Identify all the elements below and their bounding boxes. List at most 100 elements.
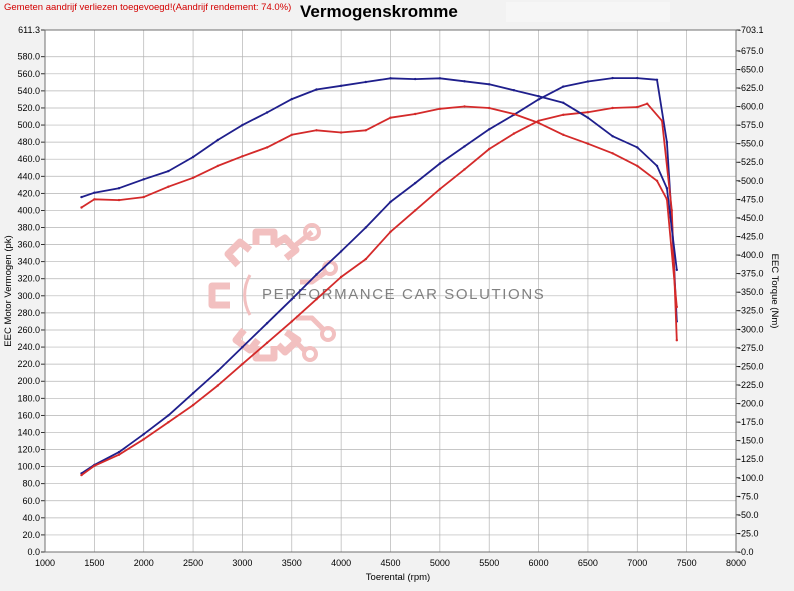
y-tick-label-right: -703.1 <box>738 25 764 35</box>
x-ticks: 1000 1500 2000 2500 3000 3500 4000 4500 5000 5500… <box>35 558 746 568</box>
y-tick-label-left: 240.0 <box>17 342 40 352</box>
y-tick-label-right: -575.0 <box>738 120 764 130</box>
data-point <box>364 129 367 132</box>
data-point <box>364 226 367 229</box>
y-tick-label-right: -675.0 <box>738 46 764 56</box>
data-point <box>265 146 269 149</box>
data-point <box>537 121 540 125</box>
data-point <box>488 147 491 151</box>
data-point <box>463 145 466 148</box>
data-point <box>167 421 170 424</box>
data-point <box>191 403 195 407</box>
y-tick-label-left: 440.0 <box>17 171 40 181</box>
data-point <box>216 164 219 168</box>
data-point <box>438 77 442 80</box>
y-tick-label-left: 580.0 <box>17 52 40 62</box>
data-point <box>611 106 614 110</box>
data-point <box>537 95 540 98</box>
data-point <box>93 464 96 467</box>
y-tick-label-right: -250.0 <box>738 361 764 371</box>
dyno-note: Gemeten aandrijf verliezen toegevoegd!(A… <box>4 2 292 13</box>
y-tick-label-left: 320.0 <box>17 274 40 284</box>
y-tick-label-right: -50.0 <box>738 510 759 520</box>
x-tick-label: 5000 <box>430 558 450 568</box>
data-point <box>665 198 669 201</box>
data-point <box>167 169 170 173</box>
data-point <box>265 111 269 114</box>
data-point <box>389 77 392 80</box>
data-point <box>537 119 540 123</box>
data-point <box>463 168 466 171</box>
data-point <box>315 88 318 91</box>
data-point <box>414 77 417 81</box>
data-point <box>438 187 442 191</box>
data-point <box>414 112 417 116</box>
data-point <box>636 105 639 109</box>
x-tick-label: 5500 <box>479 558 499 568</box>
x-tick-label: 7000 <box>627 558 647 568</box>
y-tick-label-left: 200.0 <box>17 376 40 386</box>
data-point <box>117 453 121 456</box>
data-point <box>562 113 565 117</box>
data-point <box>290 133 293 136</box>
y-tick-label-right: -350.0 <box>738 287 764 297</box>
data-point <box>675 305 678 309</box>
y-tick-label-left: 140.0 <box>17 427 40 437</box>
x-tick-label: 4500 <box>380 558 400 568</box>
y-tick-label-left: 80.0 <box>22 479 40 489</box>
y-tick-label-left: 420.0 <box>17 188 40 198</box>
y-tick-label-right: -125.0 <box>738 454 764 464</box>
y-tick-label-right: -225.0 <box>738 380 764 390</box>
data-point <box>611 152 614 155</box>
data-point <box>675 339 678 342</box>
y-tick-label-right: -475.0 <box>738 194 764 204</box>
y-tick-label-left: 520.0 <box>17 103 40 113</box>
data-point <box>537 98 540 101</box>
data-point <box>389 200 392 204</box>
data-point <box>611 135 614 138</box>
data-point <box>665 140 669 144</box>
y-ticks-left: 0.0 20.0 40.0 60.0 80.0 100.0 120.0 140.0 160.0 1… <box>17 25 45 557</box>
data-point <box>655 179 659 182</box>
data-point <box>290 298 293 301</box>
data-point <box>117 187 121 190</box>
y-tick-label-left: 100.0 <box>17 462 40 472</box>
data-point <box>512 132 516 135</box>
y-tick-label-right: -175.0 <box>738 417 764 427</box>
data-point <box>80 206 83 209</box>
data-point <box>191 392 195 395</box>
data-point <box>241 345 244 349</box>
data-point <box>586 80 590 83</box>
data-point <box>665 187 669 190</box>
data-point <box>562 101 565 105</box>
data-point <box>655 164 659 168</box>
y-tick-label-left: 20.0 <box>22 530 40 540</box>
y-tick-label-right: -375.0 <box>738 269 764 279</box>
data-point <box>646 102 649 105</box>
plot-border <box>44 29 737 553</box>
data-point <box>216 138 219 142</box>
data-point <box>241 362 244 366</box>
data-point <box>636 164 639 168</box>
y-tick-label-left: 120.0 <box>17 445 40 455</box>
data-point <box>339 131 343 134</box>
y-tick-label-right: -400.0 <box>738 250 764 260</box>
data-point <box>315 298 318 301</box>
data-point <box>660 119 664 123</box>
y-ticks-right: -0.0 -25.0 -50.0 -75.0 -100.0 -125.0 -150.0 -17… <box>736 25 764 557</box>
grid <box>45 30 736 552</box>
watermark-text: PERFORMANCE CAR SOLUTIONS <box>262 286 545 303</box>
data-point <box>389 230 392 233</box>
data-point <box>339 275 343 279</box>
y-tick-label-left: 180.0 <box>17 393 40 403</box>
y-tick-label-left: 480.0 <box>17 137 40 147</box>
data-point <box>611 76 614 80</box>
y-tick-label-left: 611.3 <box>18 25 40 35</box>
data-point <box>241 123 244 127</box>
power-curve-stock <box>80 102 678 476</box>
y-tick-label-left: 460.0 <box>17 154 40 164</box>
data-point <box>512 89 516 92</box>
data-point <box>216 369 219 373</box>
data-point <box>80 473 83 477</box>
data-point <box>265 341 269 344</box>
